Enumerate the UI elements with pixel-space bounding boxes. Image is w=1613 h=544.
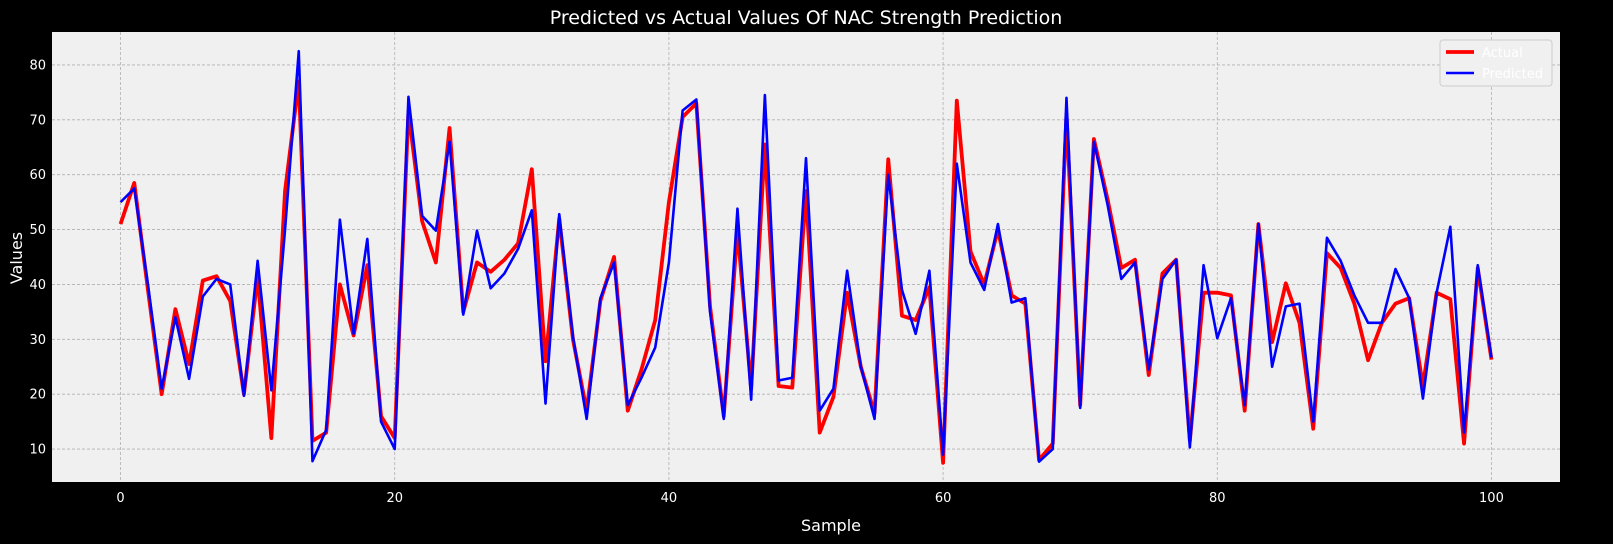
y-axis-ticks: 10 20 30 40 50 60 70 80 (29, 58, 46, 457)
y-tick-label: 50 (29, 223, 46, 238)
x-tick-label: 0 (116, 491, 124, 506)
y-tick-label: 30 (29, 333, 46, 348)
x-axis-ticks: 0 20 40 60 80 100 (116, 491, 1503, 506)
x-tick-label: 40 (661, 491, 678, 506)
plot-area (52, 32, 1560, 482)
x-tick-label: 100 (1479, 491, 1504, 506)
y-tick-label: 80 (29, 58, 46, 73)
x-tick-label: 80 (1209, 491, 1226, 506)
legend: Actual Predicted (1439, 39, 1553, 87)
y-tick-label: 10 (29, 443, 46, 458)
x-tick-label: 60 (935, 491, 952, 506)
series-layer (118, 49, 1494, 465)
x-tick-label: 20 (386, 491, 403, 506)
legend-label-predicted: Predicted (1482, 67, 1543, 82)
x-axis-label: Sample (801, 516, 861, 535)
y-tick-label: 60 (29, 168, 46, 183)
y-axis-label: Values (7, 232, 26, 284)
y-tick-label: 70 (29, 113, 46, 128)
series-line-predicted (119, 49, 1493, 464)
legend-label-actual: Actual (1482, 46, 1523, 61)
y-tick-label: 20 (29, 388, 46, 403)
y-tick-label: 40 (29, 278, 46, 293)
chart-title: Predicted vs Actual Values Of NAC Streng… (550, 7, 1063, 29)
